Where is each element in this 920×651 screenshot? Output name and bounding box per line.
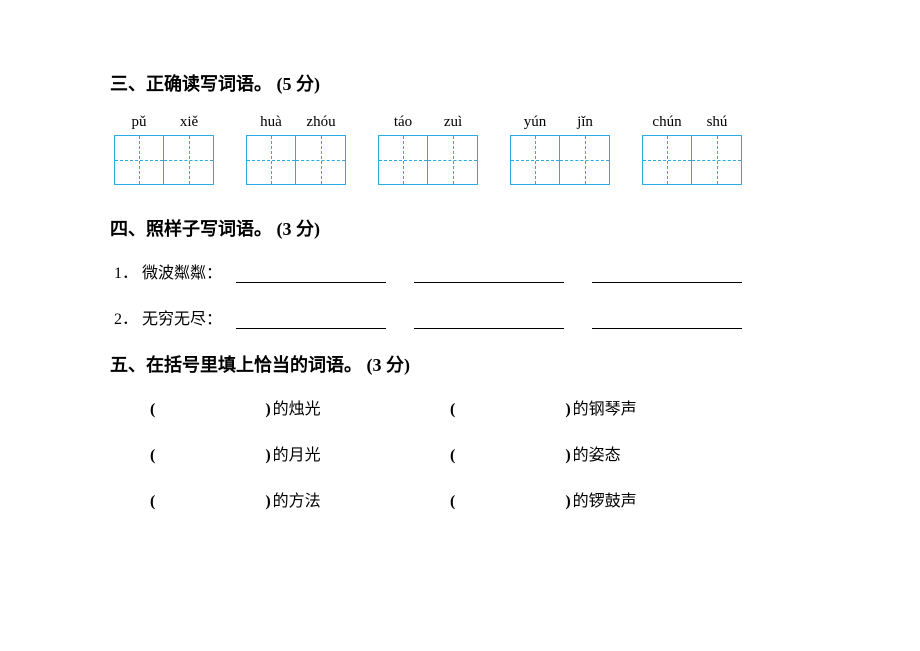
paren-open: ( bbox=[150, 401, 155, 419]
section-3-heading: 三、正确读写词语。 (5 分) bbox=[110, 70, 820, 96]
answer-blank bbox=[414, 265, 564, 283]
paren-open: ( bbox=[450, 493, 455, 511]
paren-close: ) bbox=[565, 493, 570, 511]
pinyin-labels: pǔ xiě bbox=[114, 114, 214, 131]
pinyin-group: táo zuì bbox=[378, 114, 478, 185]
fill-row: ( ) 的方法 ( ) 的锣鼓声 bbox=[150, 487, 820, 511]
section-3-score: (5 分) bbox=[277, 74, 321, 94]
char-box bbox=[378, 135, 428, 185]
pinyin-syllable: yún bbox=[510, 114, 560, 131]
pinyin-syllable: jǐn bbox=[560, 114, 610, 131]
char-box bbox=[296, 135, 346, 185]
pinyin-group: pǔ xiě bbox=[114, 114, 214, 185]
pinyin-syllable: shú bbox=[692, 114, 742, 131]
fill-suffix: 的姿态 bbox=[573, 441, 621, 465]
char-box bbox=[560, 135, 610, 185]
char-box-pair bbox=[246, 135, 346, 185]
pinyin-syllable: zuì bbox=[428, 114, 478, 131]
char-box bbox=[246, 135, 296, 185]
section-3-title: 三、正确读写词语。 bbox=[110, 74, 272, 94]
char-box bbox=[428, 135, 478, 185]
char-box bbox=[510, 135, 560, 185]
fill-suffix: 的钢琴声 bbox=[573, 395, 637, 419]
pinyin-labels: táo zuì bbox=[378, 114, 478, 131]
section-5-score: (3 分) bbox=[367, 355, 411, 375]
item-label-text: 微波粼粼： bbox=[142, 259, 222, 283]
char-box bbox=[114, 135, 164, 185]
fill-row: ( ) 的月光 ( ) 的姿态 bbox=[150, 441, 820, 465]
fill-suffix: 的方法 bbox=[273, 487, 321, 511]
fill-cell: ( ) 的锣鼓声 bbox=[450, 487, 750, 511]
pinyin-syllable: zhóu bbox=[296, 114, 346, 131]
char-box-pair bbox=[642, 135, 742, 185]
paren-open: ( bbox=[150, 447, 155, 465]
paren-close: ) bbox=[265, 447, 270, 465]
pinyin-syllable: chún bbox=[642, 114, 692, 131]
pinyin-group: chún shú bbox=[642, 114, 742, 185]
paren-close: ) bbox=[565, 401, 570, 419]
pinyin-labels: huà zhóu bbox=[246, 114, 346, 131]
fill-suffix: 的烛光 bbox=[273, 395, 321, 419]
example-line-2: 2． 无穷无尽： bbox=[114, 305, 820, 329]
fill-cell: ( ) 的方法 bbox=[150, 487, 450, 511]
paren-close: ) bbox=[265, 493, 270, 511]
section-4-score: (3 分) bbox=[277, 219, 321, 239]
char-box-pair bbox=[510, 135, 610, 185]
fill-suffix: 的锣鼓声 bbox=[573, 487, 637, 511]
char-box-pair bbox=[114, 135, 214, 185]
fill-cell: ( ) 的钢琴声 bbox=[450, 395, 750, 419]
paren-close: ) bbox=[265, 401, 270, 419]
pinyin-syllable: huà bbox=[246, 114, 296, 131]
fill-cell: ( ) 的月光 bbox=[150, 441, 450, 465]
paren-open: ( bbox=[450, 401, 455, 419]
pinyin-labels: yún jǐn bbox=[510, 114, 610, 131]
answer-blank bbox=[592, 311, 742, 329]
fill-row: ( ) 的烛光 ( ) 的钢琴声 bbox=[150, 395, 820, 419]
char-box-pair bbox=[378, 135, 478, 185]
char-box bbox=[692, 135, 742, 185]
example-line-1: 1． 微波粼粼： bbox=[114, 259, 820, 283]
paren-close: ) bbox=[565, 447, 570, 465]
item-label-text: 无穷无尽： bbox=[142, 305, 222, 329]
paren-open: ( bbox=[150, 493, 155, 511]
char-box bbox=[164, 135, 214, 185]
item-number: 1． bbox=[114, 259, 138, 283]
fill-suffix: 的月光 bbox=[273, 441, 321, 465]
section-5-heading: 五、在括号里填上恰当的词语。 (3 分) bbox=[110, 351, 820, 377]
fill-cell: ( ) 的烛光 bbox=[150, 395, 450, 419]
section-4-title: 四、照样子写词语。 bbox=[110, 219, 272, 239]
answer-blank bbox=[236, 265, 386, 283]
section-5-title: 五、在括号里填上恰当的词语。 bbox=[110, 355, 362, 375]
pinyin-labels: chún shú bbox=[642, 114, 742, 131]
pinyin-syllable: táo bbox=[378, 114, 428, 131]
char-box bbox=[642, 135, 692, 185]
pinyin-syllable: pǔ bbox=[114, 114, 164, 131]
paren-open: ( bbox=[450, 447, 455, 465]
answer-blank bbox=[414, 311, 564, 329]
answer-blank bbox=[592, 265, 742, 283]
fill-cell: ( ) 的姿态 bbox=[450, 441, 750, 465]
pinyin-box-row: pǔ xiě huà zhóu táo zuì yún jǐn bbox=[114, 114, 820, 185]
answer-blank bbox=[236, 311, 386, 329]
pinyin-group: huà zhóu bbox=[246, 114, 346, 185]
pinyin-group: yún jǐn bbox=[510, 114, 610, 185]
pinyin-syllable: xiě bbox=[164, 114, 214, 131]
item-number: 2． bbox=[114, 305, 138, 329]
section-4-heading: 四、照样子写词语。 (3 分) bbox=[110, 215, 820, 241]
